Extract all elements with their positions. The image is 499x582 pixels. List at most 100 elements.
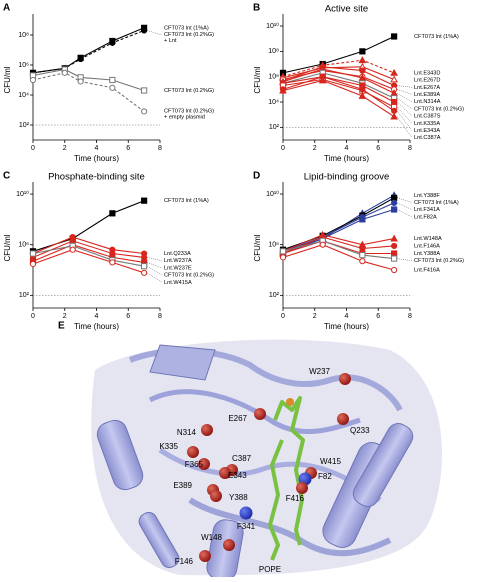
x-axis-label: Time (hours) <box>74 154 119 163</box>
structure-panel: E W237 Q233 E267 N314 K335 F365 C387 E343 W415 F82… <box>58 321 442 581</box>
leader-line <box>397 202 413 210</box>
legend-entry: Lnt.Y388A <box>414 251 440 257</box>
marker <box>359 86 366 93</box>
marker <box>141 263 148 270</box>
series-line <box>32 200 145 252</box>
leader-line <box>146 272 163 283</box>
marker <box>391 242 398 250</box>
legend-entry: Lnt.W148A <box>414 236 442 242</box>
y-tick-label: 10⁴ <box>268 99 279 106</box>
marker <box>359 67 366 74</box>
series-line <box>282 36 395 74</box>
marker <box>29 250 37 257</box>
x-tick-label: 4 <box>345 145 349 152</box>
y-axis-label: CFU/ml <box>253 66 262 93</box>
residue-label: E267 <box>228 414 247 423</box>
marker <box>29 76 37 84</box>
residue-label: F416 <box>286 494 305 503</box>
series-line <box>282 76 395 103</box>
residue-sphere <box>198 458 210 470</box>
leader-line <box>147 257 163 261</box>
panel-label: B <box>253 3 260 14</box>
x-tick-label: 0 <box>281 313 285 320</box>
marker <box>359 216 366 223</box>
legend-entry: Lnt.F82A <box>414 214 437 220</box>
x-tick-label: 2 <box>63 145 67 152</box>
legend-entry: Lnt.W237E <box>164 265 192 271</box>
y-tick-label: 10² <box>269 124 280 131</box>
marker <box>359 48 366 55</box>
residue-label: F365 <box>185 460 204 469</box>
marker <box>141 197 148 204</box>
y-tick-label: 10¹⁰ <box>266 190 279 198</box>
leader-line <box>147 262 163 269</box>
residue-sphere <box>339 373 351 385</box>
legend-entry: Lnt.E389A <box>414 92 440 98</box>
residue-label: E343 <box>228 471 247 480</box>
leader-line <box>396 97 413 110</box>
residue-label: Q233 <box>350 426 370 435</box>
marker <box>319 241 326 248</box>
legend-entry: Lnt.E343A <box>414 128 440 134</box>
leader-line <box>396 106 413 124</box>
residue-label: W148 <box>201 533 222 542</box>
x-tick-label: 8 <box>408 145 412 152</box>
residue-label: C387 <box>232 454 252 463</box>
residue-label: F341 <box>237 522 256 531</box>
panel-label: A <box>3 3 10 14</box>
x-axis-label: Time (hours) <box>324 322 369 331</box>
leader-line <box>396 101 413 117</box>
residue-sphere <box>223 539 235 551</box>
residue-sphere <box>210 490 222 502</box>
residue-sphere <box>296 482 308 494</box>
residue-label: K335 <box>159 442 178 451</box>
chart-title: Phosphate-binding site <box>48 172 145 183</box>
x-tick-label: 6 <box>376 313 380 320</box>
series-line <box>282 234 395 252</box>
marker <box>390 68 398 76</box>
series-line <box>32 29 145 74</box>
marker <box>109 259 116 266</box>
marker <box>69 246 76 253</box>
marker <box>141 27 148 34</box>
y-tick-label: 10⁴ <box>18 92 29 99</box>
series-line <box>282 79 395 118</box>
residue-label: W237 <box>309 367 330 376</box>
legend-entry: Lnt.F341A <box>414 207 440 213</box>
legend-entry: CFT073 lnt (0.2%G) <box>414 106 464 112</box>
marker <box>141 108 148 115</box>
panel-label: C <box>3 171 10 182</box>
y-tick-label: 10² <box>269 292 280 299</box>
series-line <box>282 240 395 260</box>
legend-entry: CFT073 lnt (0.2%G) + empty plasmid <box>164 109 214 121</box>
legend-entry: Lnt.W237A <box>164 258 192 264</box>
leader-line <box>397 258 413 261</box>
residue-label: E389 <box>173 481 192 490</box>
marker <box>391 199 398 206</box>
y-axis-label: CFU/ml <box>3 234 12 261</box>
residue-label: F146 <box>175 557 194 566</box>
marker <box>279 86 287 94</box>
legend-entry: Lnt.F146A <box>414 243 440 249</box>
marker <box>109 39 116 46</box>
ribbon <box>148 389 361 435</box>
legend-entry: Lnt.E267D <box>414 78 440 84</box>
chart-panel: D Lipid-binding groove 10² 10⁶ 10¹⁰ 0 2 4 6 8 Time… <box>253 171 464 331</box>
series-line <box>282 236 395 255</box>
legend-entry: Lnt.W415A <box>164 280 192 286</box>
y-tick-label: 10² <box>19 122 30 129</box>
marker <box>390 234 398 242</box>
marker <box>109 210 116 217</box>
legend-entry: Lnt.C387A <box>414 135 441 141</box>
x-tick-label: 6 <box>376 145 380 152</box>
marker <box>359 245 366 252</box>
legend-entry: Lnt.N314A <box>414 99 441 105</box>
marker <box>141 269 148 276</box>
chart-title: Lipid-binding groove <box>304 172 390 183</box>
x-tick-label: 6 <box>126 145 130 152</box>
helix <box>96 419 144 491</box>
marker <box>318 76 327 84</box>
lipid <box>268 439 284 561</box>
series-line <box>32 244 145 263</box>
marker <box>390 75 398 83</box>
